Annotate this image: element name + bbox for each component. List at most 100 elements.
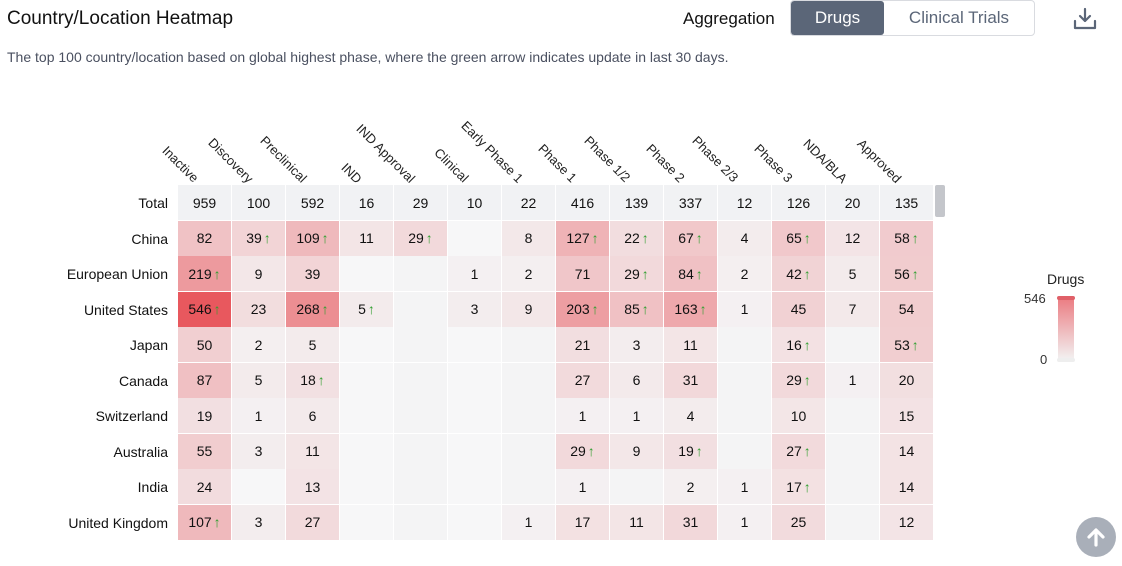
heatmap-cell[interactable]: 19↑: [664, 434, 717, 469]
heatmap-cell[interactable]: 29↑: [772, 363, 825, 398]
heatmap-cell[interactable]: 2: [232, 327, 285, 362]
heatmap-cell[interactable]: 416: [556, 185, 609, 220]
heatmap-cell[interactable]: 27: [556, 363, 609, 398]
heatmap-cell[interactable]: [448, 327, 501, 362]
heatmap-cell[interactable]: 18↑: [286, 363, 339, 398]
heatmap-cell[interactable]: 19: [178, 398, 231, 433]
heatmap-cell[interactable]: [394, 469, 447, 504]
heatmap-cell[interactable]: 39↑: [232, 221, 285, 256]
heatmap-cell[interactable]: [826, 505, 879, 540]
heatmap-cell[interactable]: [340, 469, 393, 504]
heatmap-cell[interactable]: [448, 505, 501, 540]
heatmap-cell[interactable]: [502, 327, 555, 362]
heatmap-cell[interactable]: 1: [232, 398, 285, 433]
heatmap-cell[interactable]: 12: [826, 221, 879, 256]
heatmap-cell[interactable]: 50: [178, 327, 231, 362]
table-scrollbar[interactable]: [935, 185, 945, 217]
heatmap-cell[interactable]: 4: [664, 398, 717, 433]
heatmap-cell[interactable]: 31: [664, 363, 717, 398]
heatmap-cell[interactable]: [394, 505, 447, 540]
heatmap-cell[interactable]: 1: [448, 256, 501, 291]
heatmap-cell[interactable]: 21: [556, 327, 609, 362]
heatmap-cell[interactable]: 25: [772, 505, 825, 540]
heatmap-cell[interactable]: 14: [880, 469, 933, 504]
heatmap-cell[interactable]: [826, 434, 879, 469]
heatmap-cell[interactable]: 24: [178, 469, 231, 504]
heatmap-cell[interactable]: [340, 434, 393, 469]
heatmap-cell[interactable]: 58↑: [880, 221, 933, 256]
heatmap-cell[interactable]: [232, 469, 285, 504]
heatmap-cell[interactable]: 12: [718, 185, 771, 220]
heatmap-cell[interactable]: [340, 327, 393, 362]
heatmap-cell[interactable]: [394, 327, 447, 362]
heatmap-cell[interactable]: [718, 434, 771, 469]
heatmap-cell[interactable]: 6: [610, 363, 663, 398]
heatmap-cell[interactable]: [394, 292, 447, 327]
heatmap-cell[interactable]: [340, 256, 393, 291]
heatmap-cell[interactable]: 56↑: [880, 256, 933, 291]
heatmap-cell[interactable]: 87: [178, 363, 231, 398]
heatmap-cell[interactable]: [826, 469, 879, 504]
heatmap-cell[interactable]: 22↑: [610, 221, 663, 256]
heatmap-cell[interactable]: 13: [286, 469, 339, 504]
heatmap-cell[interactable]: 53↑: [880, 327, 933, 362]
heatmap-cell[interactable]: 11: [610, 505, 663, 540]
download-icon[interactable]: [1072, 6, 1098, 32]
heatmap-cell[interactable]: 1: [556, 469, 609, 504]
heatmap-cell[interactable]: [718, 398, 771, 433]
heatmap-cell[interactable]: 337: [664, 185, 717, 220]
heatmap-cell[interactable]: 2: [718, 256, 771, 291]
heatmap-cell[interactable]: 107↑: [178, 505, 231, 540]
heatmap-cell[interactable]: 1: [502, 505, 555, 540]
legend-min-handle[interactable]: [1057, 358, 1075, 362]
heatmap-cell[interactable]: 65↑: [772, 221, 825, 256]
heatmap-cell[interactable]: 592: [286, 185, 339, 220]
heatmap-cell[interactable]: [718, 327, 771, 362]
heatmap-cell[interactable]: 9: [502, 292, 555, 327]
heatmap-cell[interactable]: [448, 469, 501, 504]
heatmap-cell[interactable]: [394, 434, 447, 469]
heatmap-cell[interactable]: 1: [718, 469, 771, 504]
heatmap-cell[interactable]: 2: [502, 256, 555, 291]
heatmap-cell[interactable]: 959: [178, 185, 231, 220]
heatmap-cell[interactable]: 203↑: [556, 292, 609, 327]
heatmap-cell[interactable]: 135: [880, 185, 933, 220]
heatmap-cell[interactable]: [502, 398, 555, 433]
heatmap-cell[interactable]: 39: [286, 256, 339, 291]
heatmap-cell[interactable]: 23: [232, 292, 285, 327]
heatmap-cell[interactable]: 12: [880, 505, 933, 540]
heatmap-cell[interactable]: 5↑: [340, 292, 393, 327]
heatmap-cell[interactable]: 109↑: [286, 221, 339, 256]
heatmap-cell[interactable]: 9: [610, 434, 663, 469]
heatmap-cell[interactable]: 31: [664, 505, 717, 540]
heatmap-cell[interactable]: 27↑: [772, 434, 825, 469]
heatmap-cell[interactable]: 17↑: [772, 469, 825, 504]
heatmap-cell[interactable]: 11: [664, 327, 717, 362]
heatmap-cell[interactable]: 6: [286, 398, 339, 433]
heatmap-cell[interactable]: 10: [448, 185, 501, 220]
heatmap-cell[interactable]: [718, 363, 771, 398]
heatmap-cell[interactable]: [502, 469, 555, 504]
heatmap-cell[interactable]: 5: [286, 327, 339, 362]
heatmap-cell[interactable]: 3: [610, 327, 663, 362]
heatmap-cell[interactable]: [340, 505, 393, 540]
heatmap-cell[interactable]: 8: [502, 221, 555, 256]
heatmap-cell[interactable]: 126: [772, 185, 825, 220]
heatmap-cell[interactable]: 5: [826, 256, 879, 291]
legend-max-handle[interactable]: [1057, 296, 1075, 300]
heatmap-cell[interactable]: 163↑: [664, 292, 717, 327]
heatmap-cell[interactable]: 1: [718, 292, 771, 327]
heatmap-cell[interactable]: [394, 398, 447, 433]
heatmap-cell[interactable]: 219↑: [178, 256, 231, 291]
heatmap-cell[interactable]: 29↑: [610, 256, 663, 291]
heatmap-cell[interactable]: 1: [556, 398, 609, 433]
tab-drugs[interactable]: Drugs: [791, 1, 884, 35]
heatmap-cell[interactable]: [826, 327, 879, 362]
heatmap-cell[interactable]: 84↑: [664, 256, 717, 291]
heatmap-cell[interactable]: 139: [610, 185, 663, 220]
heatmap-cell[interactable]: 268↑: [286, 292, 339, 327]
heatmap-cell[interactable]: 85↑: [610, 292, 663, 327]
heatmap-cell[interactable]: [826, 398, 879, 433]
heatmap-cell[interactable]: 11: [340, 221, 393, 256]
heatmap-cell[interactable]: 29: [394, 185, 447, 220]
